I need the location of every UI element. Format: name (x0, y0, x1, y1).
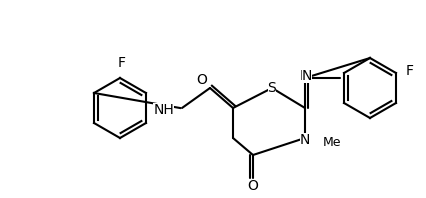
Text: O: O (196, 73, 207, 87)
Text: N: N (299, 69, 309, 83)
Text: N: N (299, 133, 309, 147)
Text: N: N (301, 69, 311, 83)
Text: O: O (247, 179, 258, 193)
Text: F: F (405, 64, 413, 78)
Text: S: S (267, 81, 276, 95)
Text: Me: Me (322, 136, 341, 149)
Text: F: F (118, 56, 126, 70)
Text: NH: NH (153, 103, 173, 117)
